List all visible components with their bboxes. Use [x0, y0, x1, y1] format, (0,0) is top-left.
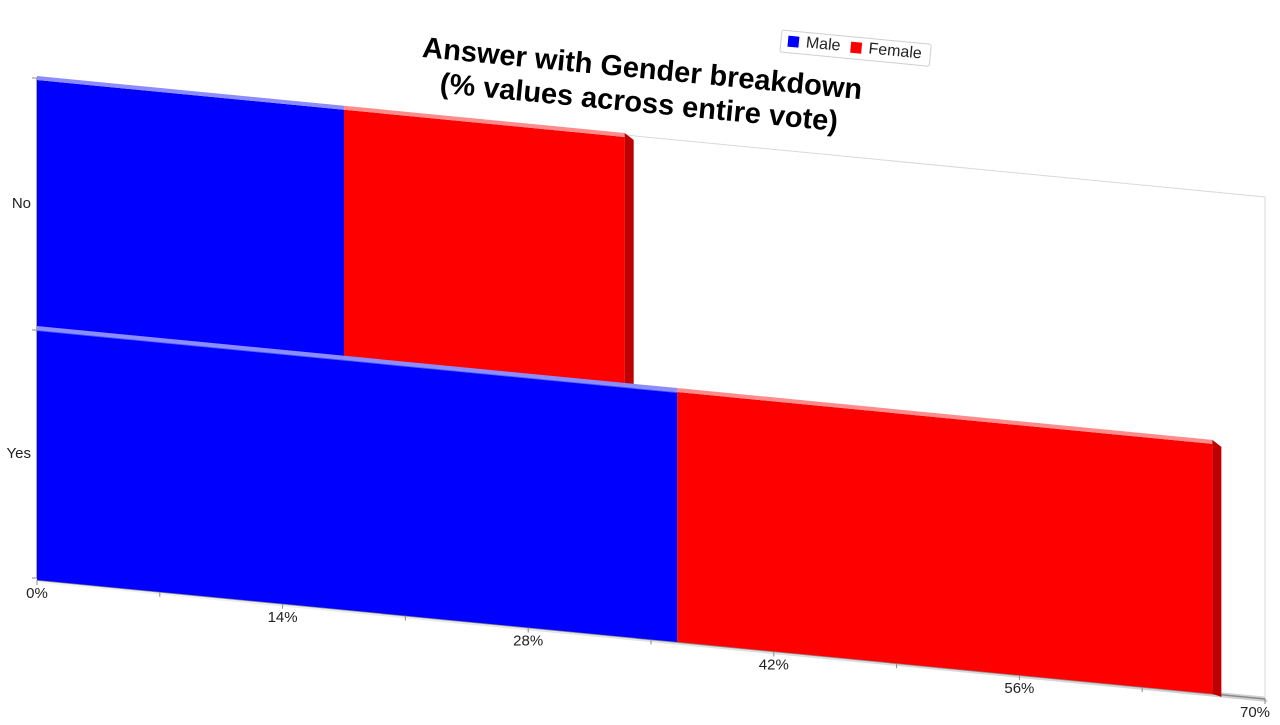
x-tick-label-0: 0%	[26, 585, 48, 602]
x-tick-label-2: 28%	[513, 633, 543, 650]
bar-no-male-face	[37, 80, 344, 360]
legend-label-male: Male	[805, 34, 841, 54]
legend-swatch-female	[850, 41, 863, 54]
y-axis-ticks: No Yes	[7, 77, 37, 579]
bar-yes-female-top	[677, 388, 1213, 444]
x-tick-label-5: 70%	[1240, 704, 1270, 720]
x-tick-label-3: 42%	[759, 656, 789, 673]
row-separator	[36, 329, 678, 394]
bar-no-female-top	[344, 105, 625, 137]
bar-no-male-top	[37, 76, 344, 110]
y-tick-label-no: No	[12, 195, 31, 212]
bar-no-female	[344, 105, 634, 390]
bar-no-female-face	[344, 109, 625, 387]
bar-no-end-side	[624, 132, 634, 390]
bar-yes-female	[677, 388, 1222, 697]
x-axis-ticks: 0% 14% 28% 42% 56% 70%	[26, 580, 1270, 721]
bar-no-male	[37, 76, 344, 360]
x-tick-label-4: 56%	[1004, 680, 1034, 697]
y-tick-label-yes: Yes	[7, 445, 31, 462]
bar-yes-end-side	[1212, 439, 1222, 697]
x-tick-label-1: 14%	[268, 609, 298, 626]
bar-yes-female-face	[677, 392, 1213, 694]
legend: Male Female	[779, 29, 932, 67]
legend-swatch-male	[787, 35, 800, 48]
legend-label-female: Female	[868, 40, 923, 62]
bars-group	[36, 76, 1222, 697]
bar-yes-male-face	[37, 330, 678, 643]
